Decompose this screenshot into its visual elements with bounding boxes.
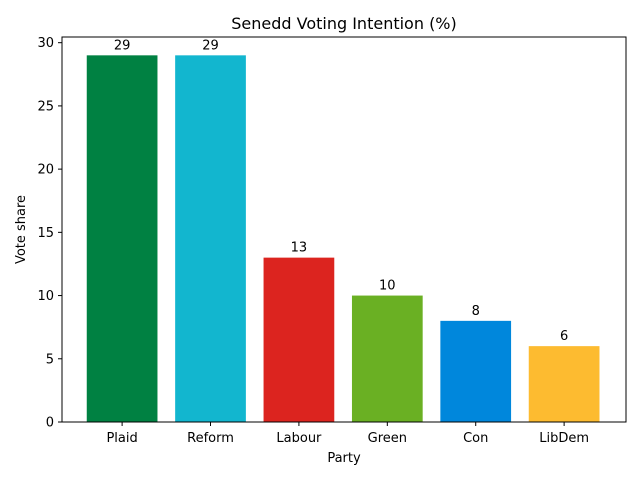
y-tick-label: 10 bbox=[37, 289, 54, 304]
data-label: 10 bbox=[379, 279, 396, 294]
y-tick-label: 0 bbox=[46, 416, 54, 431]
y-axis-ticks: 0 5 10 15 20 25 30 bbox=[37, 36, 62, 431]
data-label: 6 bbox=[560, 329, 568, 344]
data-label: 29 bbox=[202, 38, 219, 53]
bar-green bbox=[351, 295, 423, 422]
x-tick-label: Green bbox=[368, 431, 407, 446]
y-tick-label: 15 bbox=[37, 226, 54, 241]
x-axis-ticks: Plaid Reform Labour Green Con LibDem bbox=[106, 422, 589, 446]
x-tick-label: Labour bbox=[276, 431, 322, 446]
y-tick-label: 20 bbox=[37, 163, 54, 178]
x-tick-label: LibDem bbox=[539, 431, 589, 446]
bar-con bbox=[440, 320, 512, 422]
y-tick-label: 5 bbox=[46, 352, 54, 367]
bars: 29 29 13 10 8 6 bbox=[86, 38, 600, 422]
bar-labour bbox=[263, 257, 335, 422]
y-tick-label: 30 bbox=[37, 36, 54, 51]
x-tick-label: Reform bbox=[187, 431, 234, 446]
bar-reform bbox=[175, 55, 246, 422]
data-label: 13 bbox=[291, 241, 308, 256]
x-tick-label: Con bbox=[463, 431, 488, 446]
axes-frame bbox=[61, 36, 627, 423]
x-tick-label: Plaid bbox=[106, 431, 137, 446]
bar-libdem bbox=[528, 346, 600, 422]
y-tick-label: 25 bbox=[37, 99, 54, 114]
x-axis-label: Party bbox=[327, 451, 361, 466]
data-label: 8 bbox=[472, 304, 480, 319]
data-label: 29 bbox=[114, 38, 131, 53]
chart-title: Senedd Voting Intention (%) bbox=[231, 14, 457, 33]
y-axis-label: Vote share bbox=[14, 195, 29, 264]
bar-plaid bbox=[86, 55, 158, 422]
